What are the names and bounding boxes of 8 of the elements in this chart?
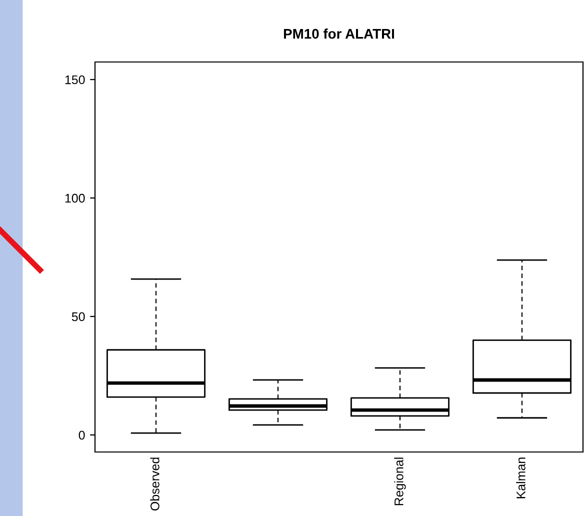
y-tick-label: 0 xyxy=(78,430,85,440)
y-tick-label: 150 xyxy=(65,75,85,84)
chart-title: PM10 for ALATRI xyxy=(284,28,394,39)
x-tick-label: Regional xyxy=(394,458,406,506)
x-tick-label: Observed xyxy=(150,458,160,510)
y-tick-label: 50 xyxy=(72,312,85,322)
y-tick-label: 100 xyxy=(65,194,85,203)
x-tick-label: Kalman xyxy=(516,458,526,498)
